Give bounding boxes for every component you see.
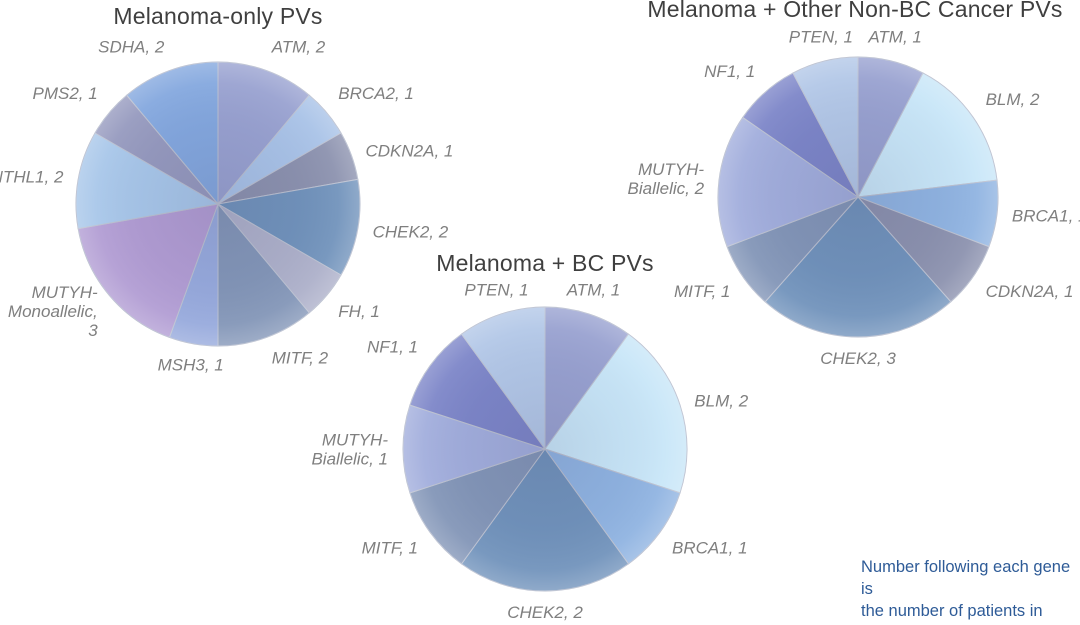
pie1-title: Melanoma-only PVs [113, 3, 323, 29]
pie3-label-BRCA1: BRCA1, 1 [672, 538, 748, 557]
footnote-line: the number of patients in each [861, 602, 1043, 625]
pie1-label-SDHA: SDHA, 2 [98, 38, 165, 57]
pie1-label-MUTYH-Monoallelic: MUTYH-Monoallelic, 3 [8, 283, 98, 340]
pie3-label-PTEN: PTEN, 1 [464, 281, 528, 300]
pie1-label-ATM: ATM, 2 [271, 38, 326, 57]
pie3-label-BLM: BLM, 2 [694, 392, 748, 411]
pie3-label-ATM: ATM, 1 [566, 281, 621, 300]
pie3-label-MITF: MITF, 1 [362, 538, 418, 557]
pie3-label-MUTYH-Biallelic: MUTYH-Biallelic, 1 [311, 431, 388, 469]
pie1-label-BRCA2: BRCA2, 1 [338, 84, 414, 103]
pie2-label-MUTYH-Biallelic: MUTYH-Biallelic, 2 [628, 160, 705, 198]
pie2-title: Melanoma + Other Non-BC Cancer PVs [647, 0, 1063, 22]
pie2-label-PTEN: PTEN, 1 [789, 28, 853, 47]
pie2-label-BLM: BLM, 2 [986, 90, 1040, 109]
pie1-label-CHEK2: CHEK2, 2 [373, 222, 449, 241]
pie1-label-FH: FH, 1 [338, 302, 380, 321]
pie2-label-NF1: NF1, 1 [704, 62, 755, 81]
pie2-label-CHEK2: CHEK2, 3 [820, 349, 896, 368]
pie2-label-CDKN2A: CDKN2A, 1 [986, 282, 1074, 301]
pie2-label-ATM: ATM, 1 [867, 28, 922, 47]
pie1-label-CDKN2A: CDKN2A, 1 [366, 141, 454, 160]
footnote-line: Number following each gene is [861, 558, 1071, 598]
footnote: Number following each gene is the number… [861, 556, 1079, 625]
pie1-label-MITF: MITF, 2 [272, 349, 329, 368]
pie3-label-NF1: NF1, 1 [367, 338, 418, 357]
pie1-label-NTHL1: NTHL1, 2 [0, 168, 64, 187]
pie2-label-MITF: MITF, 1 [674, 282, 730, 301]
pie1-label-MSH3: MSH3, 1 [158, 356, 224, 375]
pie1-label-PMS2: PMS2, 1 [32, 84, 97, 103]
pie2-label-BRCA1: BRCA1, 1 [1012, 207, 1080, 226]
pie3-title: Melanoma + BC PVs [436, 250, 654, 276]
pie3-label-CHEK2: CHEK2, 2 [507, 603, 583, 622]
